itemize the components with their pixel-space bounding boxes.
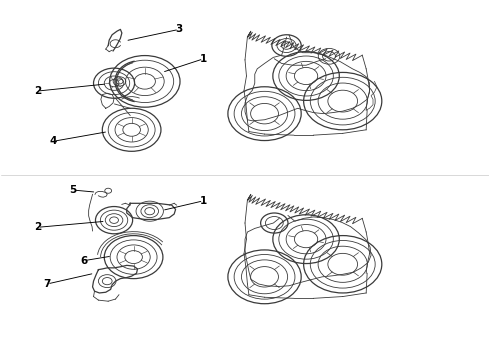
Text: 3: 3 — [175, 24, 183, 35]
Text: 6: 6 — [80, 256, 87, 266]
Text: 5: 5 — [70, 185, 76, 195]
Text: 1: 1 — [200, 196, 207, 206]
Text: 4: 4 — [50, 136, 57, 146]
Text: 2: 2 — [34, 222, 41, 232]
Text: 7: 7 — [44, 279, 51, 289]
Text: 2: 2 — [34, 86, 41, 96]
Text: 1: 1 — [200, 54, 207, 64]
